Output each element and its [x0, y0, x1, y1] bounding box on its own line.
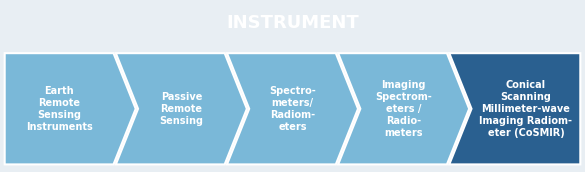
Text: Conical
Scanning
Millimeter-wave
Imaging Radiom-
eter (CoSMIR): Conical Scanning Millimeter-wave Imaging…: [480, 80, 572, 138]
Polygon shape: [5, 53, 136, 164]
Text: Passive
Remote
Sensing: Passive Remote Sensing: [159, 92, 204, 126]
Polygon shape: [227, 53, 358, 164]
Text: Imaging
Spectrom-
eters /
Radio-
meters: Imaging Spectrom- eters / Radio- meters: [375, 80, 432, 138]
Polygon shape: [338, 53, 469, 164]
Text: Earth
Remote
Sensing
Instruments: Earth Remote Sensing Instruments: [26, 86, 92, 132]
Text: Spectro-
meters/
Radiom-
eters: Spectro- meters/ Radiom- eters: [269, 86, 316, 132]
Text: INSTRUMENT: INSTRUMENT: [226, 14, 359, 32]
Polygon shape: [116, 53, 247, 164]
Polygon shape: [449, 53, 580, 164]
